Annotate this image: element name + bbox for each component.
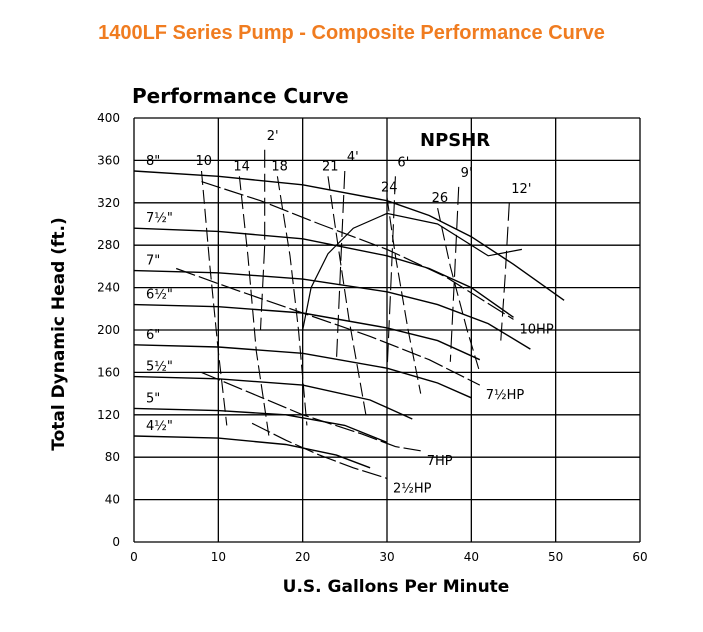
impeller-label: 7½" bbox=[146, 211, 173, 226]
page-title: 1400LF Series Pump - Composite Performan… bbox=[98, 22, 605, 44]
y-tick-label: 0 bbox=[112, 535, 120, 549]
y-axis-title: Total Dynamic Head (ft.) bbox=[49, 217, 69, 451]
x-tick-label: 20 bbox=[295, 550, 310, 564]
npshr-line bbox=[449, 186, 460, 362]
npshr-line bbox=[386, 176, 396, 373]
npshr-level-label: 6' bbox=[397, 155, 409, 170]
series-line-impeller bbox=[133, 344, 472, 399]
series-line-horsepower bbox=[175, 267, 481, 386]
x-tick-label: 10 bbox=[211, 550, 226, 564]
horsepower-label: 7½HP bbox=[486, 388, 525, 403]
efficiency-label: 14 bbox=[233, 159, 250, 174]
efficiency-label: 21 bbox=[322, 159, 339, 174]
impeller-label: 4½" bbox=[146, 419, 173, 434]
x-tick-label: 60 bbox=[632, 550, 647, 564]
y-tick-label: 40 bbox=[105, 493, 120, 507]
npshr-level-label: 12' bbox=[511, 182, 531, 197]
chart-ticks: 0 10 20 30 40 50 60 0 40 80 120 160 200 240 280 320 360 4… bbox=[97, 111, 648, 564]
y-tick-label: 80 bbox=[105, 450, 120, 464]
y-tick-label: 360 bbox=[97, 153, 120, 167]
efficiency-line bbox=[238, 176, 270, 437]
horsepower-label: 7HP bbox=[427, 454, 453, 469]
series-line-horsepower bbox=[251, 422, 388, 479]
efficiency-label: 18 bbox=[271, 159, 288, 174]
chart-curves: 10 14 18 21 24 26 2' 4' 6' 9' 12' 8" 7½" 7" 6½" 6" 5½" 5"… bbox=[133, 129, 565, 496]
impeller-label: 7" bbox=[146, 254, 160, 269]
series-line-impeller bbox=[133, 170, 565, 301]
impeller-label: 5" bbox=[146, 391, 160, 406]
efficiency-line bbox=[200, 170, 228, 426]
horsepower-label: 2½HP bbox=[393, 481, 432, 496]
npshr-line bbox=[500, 202, 510, 341]
y-tick-label: 120 bbox=[97, 408, 120, 422]
efficiency-label: 10 bbox=[195, 154, 212, 169]
series-line-impeller bbox=[133, 269, 531, 350]
y-tick-label: 400 bbox=[97, 111, 120, 125]
series-line-npshr bbox=[302, 212, 523, 331]
impeller-label: 5½" bbox=[146, 360, 173, 375]
npshr-level-label: 4' bbox=[347, 150, 359, 165]
y-tick-label: 320 bbox=[97, 196, 120, 210]
x-axis-title: U.S. Gallons Per Minute bbox=[283, 577, 510, 597]
series-line-impeller bbox=[133, 227, 514, 318]
horsepower-label: 10HP bbox=[520, 322, 554, 337]
x-tick-label: 0 bbox=[130, 550, 138, 564]
y-tick-label: 280 bbox=[97, 238, 120, 252]
x-tick-label: 40 bbox=[464, 550, 479, 564]
impeller-label: 6" bbox=[146, 328, 160, 343]
y-tick-label: 240 bbox=[97, 281, 120, 295]
npshr-line bbox=[335, 170, 346, 362]
y-tick-label: 200 bbox=[97, 323, 120, 337]
efficiency-line bbox=[327, 176, 367, 415]
npshr-line bbox=[259, 149, 266, 331]
series-line-impeller bbox=[133, 303, 481, 361]
series-line-impeller bbox=[133, 407, 388, 444]
efficiency-label: 26 bbox=[432, 191, 449, 206]
x-tick-label: 50 bbox=[548, 550, 563, 564]
impeller-label: 6½" bbox=[146, 288, 173, 303]
impeller-label: 8" bbox=[146, 154, 160, 169]
series-line-horsepower bbox=[201, 181, 514, 320]
chart-grid bbox=[133, 117, 641, 543]
efficiency-label: 24 bbox=[381, 181, 398, 196]
series-line-impeller bbox=[133, 375, 413, 420]
npshr-annotation: NPSHR bbox=[420, 130, 490, 151]
y-tick-label: 160 bbox=[97, 365, 120, 379]
series-line-impeller bbox=[133, 435, 371, 469]
efficiency-line bbox=[386, 197, 422, 394]
x-tick-label: 30 bbox=[379, 550, 394, 564]
chart-title: Performance Curve bbox=[132, 84, 349, 108]
efficiency-line bbox=[437, 207, 481, 373]
npshr-level-label: 2' bbox=[267, 129, 279, 144]
npshr-level-label: 9' bbox=[461, 166, 473, 181]
efficiency-line bbox=[276, 176, 308, 426]
